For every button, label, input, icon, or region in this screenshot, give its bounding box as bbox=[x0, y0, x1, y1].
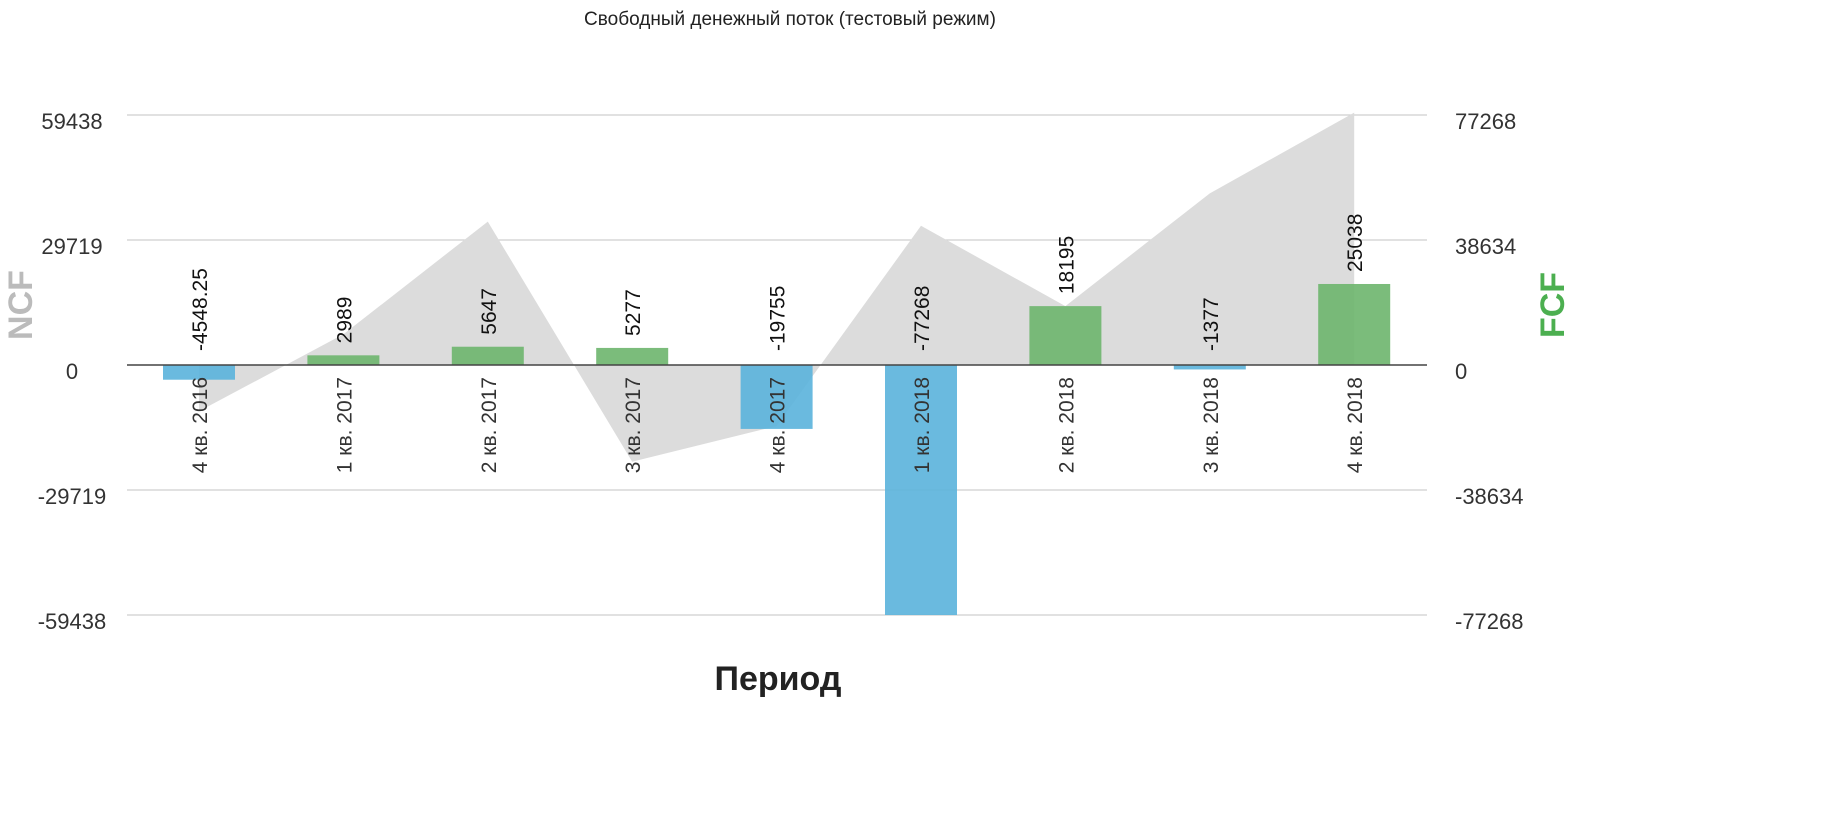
chart-title: Свободный денежный поток (тестовый режим… bbox=[584, 9, 996, 30]
fcf-value-label: -77268 bbox=[911, 286, 934, 351]
right-tick-label: -77268 bbox=[1455, 609, 1524, 634]
axis-label-layer: 59438 29719 0 -29719 -59438 77268 38634 0 -38634… bbox=[38, 109, 1524, 634]
fcf-value-label: 18195 bbox=[1055, 236, 1078, 294]
fcf-bar bbox=[1173, 365, 1246, 370]
category-label: 1 кв. 2018 bbox=[911, 377, 934, 473]
fcf-value-label: -4548.25 bbox=[189, 268, 212, 351]
bar-layer bbox=[163, 283, 1391, 615]
left-tick-label: -29719 bbox=[38, 484, 107, 509]
category-label: 4 кв. 2016 bbox=[189, 377, 212, 473]
fcf-value-label: -1377 bbox=[1200, 297, 1223, 351]
fcf-bar bbox=[740, 365, 813, 429]
category-label: 4 кв. 2018 bbox=[1344, 377, 1367, 473]
fcf-bar bbox=[885, 365, 957, 615]
fcf-value-label: 2989 bbox=[333, 297, 356, 344]
fcf-bar bbox=[1029, 306, 1102, 365]
fcf-value-label: 5647 bbox=[478, 288, 501, 335]
fcf-bar bbox=[451, 346, 524, 365]
right-tick-label: 38634 bbox=[1455, 234, 1516, 259]
fcf-bar bbox=[307, 355, 380, 365]
label-layer: -4548.25 2989 5647 5277 -19755 -77268 18195 -13… bbox=[189, 214, 1367, 474]
left-axis-title: NCF bbox=[2, 270, 40, 340]
left-tick-label: 0 bbox=[66, 359, 78, 384]
right-axis-title: FCF bbox=[1534, 272, 1568, 338]
fcf-value-label: -19755 bbox=[767, 286, 790, 351]
fcf-bar bbox=[163, 365, 235, 380]
fcf-value-label: 25038 bbox=[1344, 214, 1367, 272]
fcf-bar bbox=[596, 347, 669, 365]
right-tick-label: 0 bbox=[1455, 359, 1467, 384]
category-label: 3 кв. 2018 bbox=[1200, 377, 1223, 473]
category-label: 2 кв. 2017 bbox=[478, 377, 501, 473]
fcf-value-label: 5277 bbox=[622, 289, 645, 336]
left-tick-label: 59438 bbox=[41, 109, 102, 134]
category-label: 3 кв. 2017 bbox=[622, 377, 645, 473]
right-tick-label: 77268 bbox=[1455, 109, 1516, 134]
left-tick-label: 29719 bbox=[41, 234, 102, 259]
x-axis-title: Период bbox=[715, 660, 842, 698]
category-label: 1 кв. 2017 bbox=[333, 377, 356, 473]
category-label: 4 кв. 2017 bbox=[767, 377, 790, 473]
chart-svg: Свободный денежный поток (тестовый режим… bbox=[2, 9, 1568, 698]
fcf-bar bbox=[1318, 283, 1391, 365]
right-tick-label: -38634 bbox=[1455, 484, 1524, 509]
category-label: 2 кв. 2018 bbox=[1055, 377, 1078, 473]
left-tick-label: -59438 bbox=[38, 609, 107, 634]
